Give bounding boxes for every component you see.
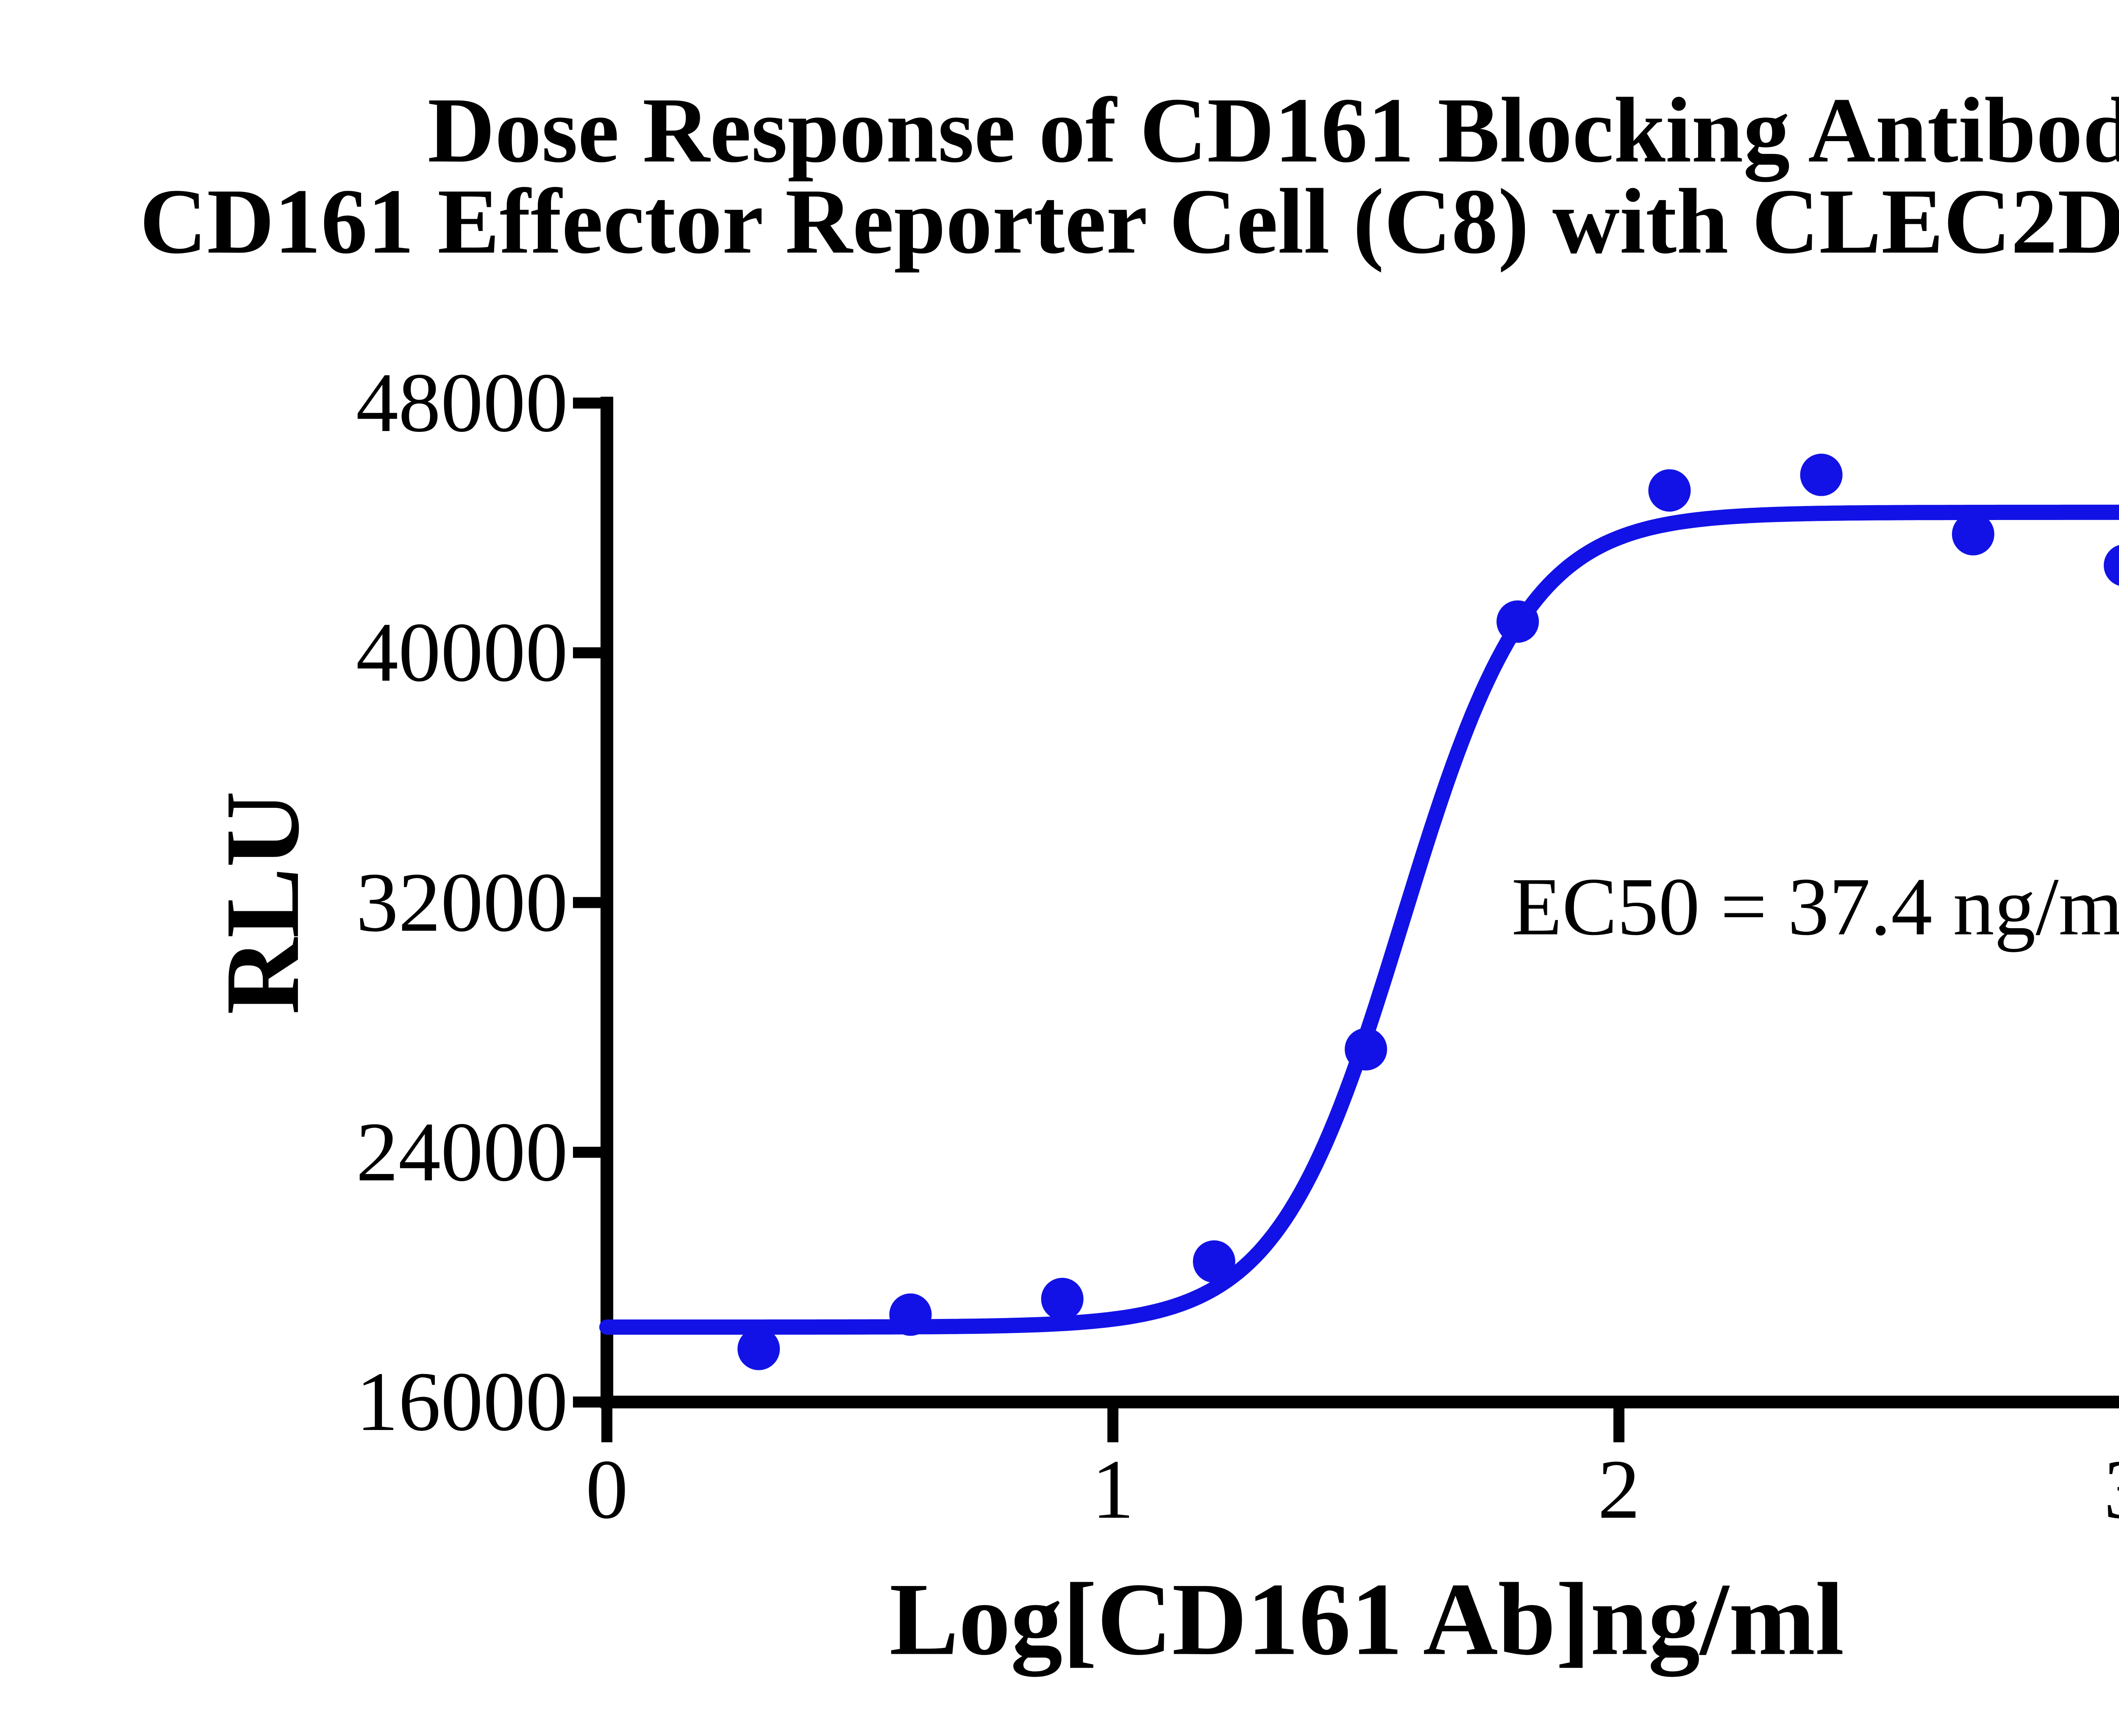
- data-point: [2104, 545, 2119, 586]
- x-tick-label: 1: [1092, 1443, 1134, 1536]
- y-tick-label: 32000: [356, 855, 568, 949]
- x-axis-title: Log[CD161 Ab]ng/ml: [889, 1561, 1844, 1677]
- data-point: [1345, 1028, 1387, 1071]
- chart-title-line1: Dose Response of CD161 Blocking Antibody…: [427, 78, 2119, 182]
- ec50-annotation: EC50 = 37.4 ng/ml: [1511, 861, 2119, 953]
- x-tick-label: 0: [586, 1443, 628, 1536]
- y-tick-label: 16000: [356, 1355, 568, 1449]
- y-tick-label: 40000: [356, 606, 568, 700]
- y-axis-title: RLU: [204, 791, 321, 1015]
- data-point: [737, 1327, 780, 1370]
- x-tick-label: 3: [2104, 1447, 2119, 1532]
- chart-title: Dose Response of CD161 Blocking Antibody…: [0, 78, 2119, 273]
- x-tick-label: 2: [1598, 1443, 1640, 1536]
- data-point: [1193, 1240, 1235, 1283]
- data-point: [1952, 513, 1994, 556]
- data-point: [1800, 453, 1843, 496]
- data-point: [1041, 1277, 1084, 1320]
- y-tick-label: 48000: [356, 356, 568, 450]
- data-point: [1648, 469, 1691, 512]
- chart-title-line2: CD161 Effector Reporter Cell (C8) with C…: [139, 170, 2119, 273]
- y-tick-label: 24000: [356, 1105, 568, 1199]
- data-point: [1496, 600, 1539, 643]
- data-point: [889, 1293, 932, 1336]
